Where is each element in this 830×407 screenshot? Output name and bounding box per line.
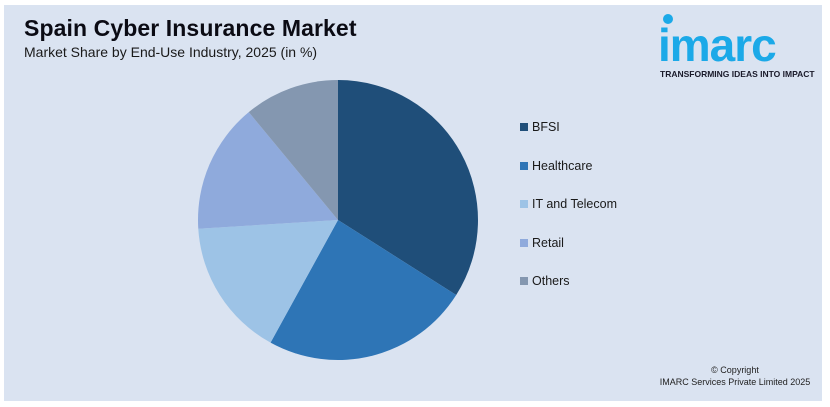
legend-item-bfsi: BFSI: [520, 120, 560, 134]
logo-wordmark: imarc: [658, 19, 777, 71]
legend-label: BFSI: [532, 120, 560, 134]
pie-slice-others: [248, 80, 338, 220]
legend-swatch-icon: [520, 123, 528, 131]
legend-label: Retail: [532, 235, 564, 250]
legend-swatch-icon: [520, 238, 528, 247]
pie-slice-healthcare: [270, 220, 457, 360]
legend-item-others: Others: [520, 274, 570, 288]
legend-label: Others: [532, 274, 570, 288]
pie-chart: [198, 80, 478, 360]
pie-slice-retail: [198, 112, 338, 229]
logo-dot-icon: [663, 14, 673, 24]
legend-item-healthcare: Healthcare: [520, 159, 592, 173]
legend-swatch-icon: [520, 161, 528, 170]
pie-slice-it-and-telecom: [198, 220, 338, 343]
legend-label: IT and Telecom: [532, 197, 618, 211]
copyright-line: © Copyright: [711, 365, 759, 375]
chart-subtitle: Market Share by End-Use Industry, 2025 (…: [24, 44, 318, 60]
pie-slice-bfsi: [338, 80, 478, 296]
copyright-notice: © Copyright IMARC Services Private Limit…: [640, 364, 830, 388]
copyright-owner: IMARC Services Private Limited 2025: [659, 377, 811, 387]
legend-label: Healthcare: [532, 158, 593, 173]
chart-title: Spain Cyber Insurance Market: [24, 15, 357, 41]
legend-swatch-icon: [520, 200, 528, 208]
legend-item-retail: Retail: [520, 236, 564, 250]
logo-tagline: TRANSFORMING IDEAS INTO IMPACT: [660, 69, 815, 79]
imarc-logo: imarc TRANSFORMING IDEAS INTO IMPACT: [658, 12, 818, 82]
legend-swatch-icon: [520, 277, 528, 285]
legend-item-it-and-telecom: IT and Telecom: [520, 197, 617, 211]
